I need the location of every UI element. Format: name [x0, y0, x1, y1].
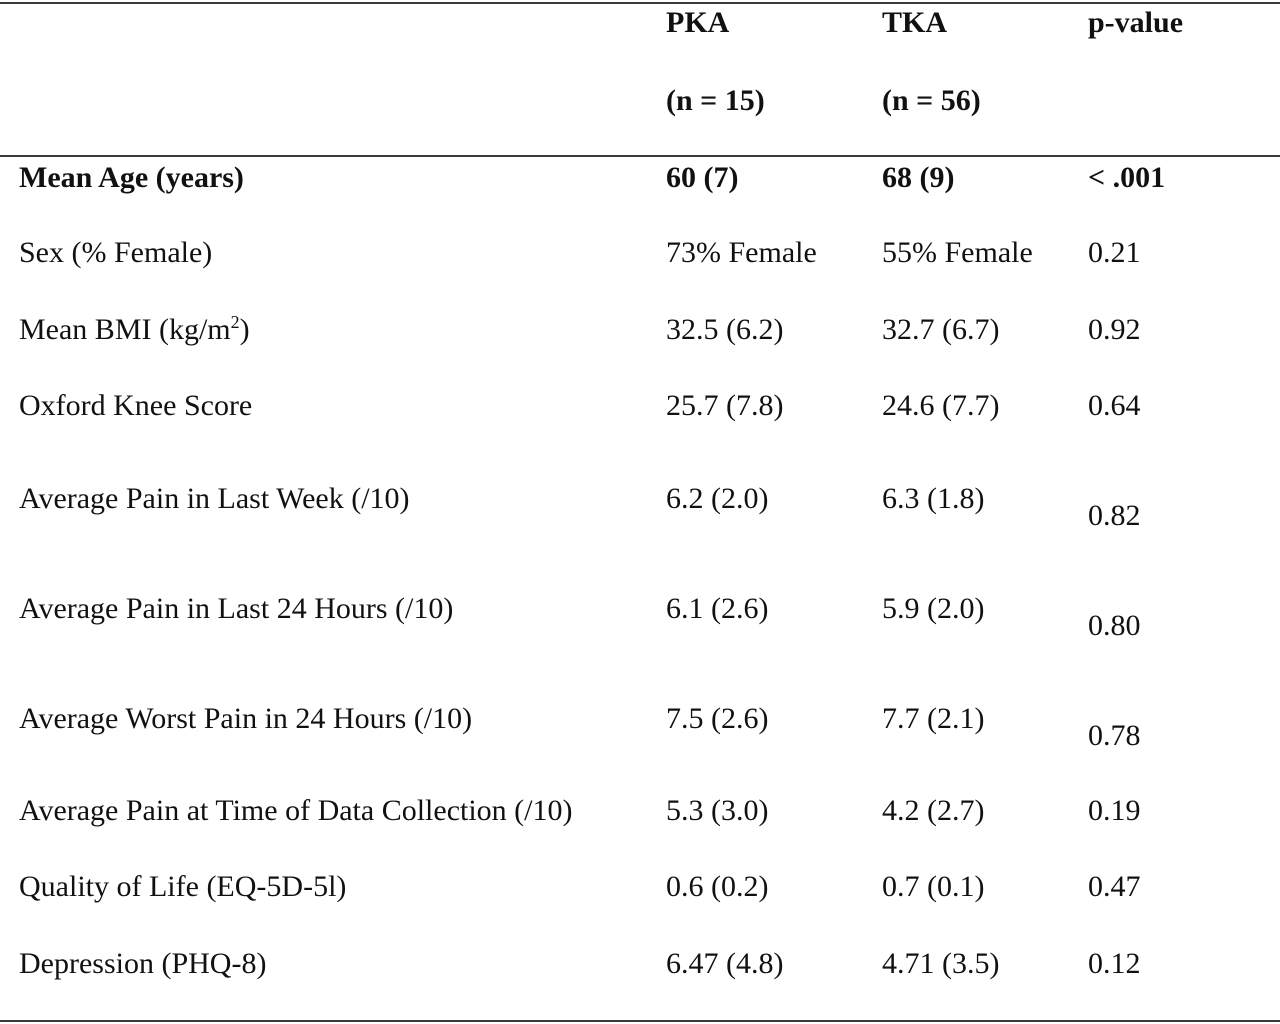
row-label: Mean BMI (kg/m2) [19, 312, 250, 346]
row-label: Average Pain in Last 24 Hours (/10) [19, 592, 454, 625]
row-label: Sex (% Female) [19, 236, 213, 269]
cell-p-value: 0.21 [1088, 236, 1141, 269]
cell-p-value: 0.19 [1088, 794, 1141, 827]
cell-pka: 5.3 (3.0) [666, 794, 769, 827]
cell-tka: 24.6 (7.7) [882, 389, 1000, 422]
column-n-tka: (n = 56) [882, 84, 981, 117]
cell-tka: 0.7 (0.1) [882, 870, 985, 903]
column-n-pka: (n = 15) [666, 84, 765, 117]
cell-tka: 6.3 (1.8) [882, 482, 985, 515]
cell-p-value: 0.82 [1088, 499, 1141, 532]
cell-p-value: 0.12 [1088, 947, 1141, 980]
cell-pka: 73% Female [666, 236, 817, 269]
row-label: Average Worst Pain in 24 Hours (/10) [19, 702, 473, 735]
row-label-text: Mean BMI (kg/m [19, 313, 231, 346]
cell-pka: 6.47 (4.8) [666, 947, 784, 980]
cell-tka: 32.7 (6.7) [882, 313, 1000, 346]
cell-pka: 32.5 (6.2) [666, 313, 784, 346]
cell-tka: 7.7 (2.1) [882, 702, 985, 735]
cell-p-value: 0.64 [1088, 389, 1141, 422]
row-label-text: ) [239, 313, 250, 346]
row-label: Oxford Knee Score [19, 389, 253, 422]
row-label-superscript: 2 [230, 312, 240, 333]
column-header-pka: PKA [666, 6, 730, 39]
cell-pka: 6.2 (2.0) [666, 482, 769, 515]
cell-tka: 55% Female [882, 236, 1033, 269]
row-label: Mean Age (years) [19, 161, 244, 194]
cell-pka: 60 (7) [666, 161, 739, 194]
cell-p-value: < .001 [1088, 161, 1166, 194]
cell-pka: 6.1 (2.6) [666, 592, 769, 625]
row-label: Average Pain in Last Week (/10) [19, 482, 410, 515]
cell-pka: 7.5 (2.6) [666, 702, 769, 735]
cell-pka: 25.7 (7.8) [666, 389, 784, 422]
column-header-tka: TKA [882, 6, 948, 39]
cell-p-value: 0.92 [1088, 313, 1141, 346]
row-label: Depression (PHQ-8) [19, 947, 267, 980]
row-label: Average Pain at Time of Data Collection … [19, 794, 573, 827]
cell-pka: 0.6 (0.2) [666, 870, 769, 903]
cell-tka: 4.2 (2.7) [882, 794, 985, 827]
table-bottom-rule [0, 1020, 1280, 1022]
cell-tka: 68 (9) [882, 161, 955, 194]
table-header-rule [0, 155, 1280, 157]
cell-p-value: 0.80 [1088, 609, 1141, 642]
cell-tka: 4.71 (3.5) [882, 947, 1000, 980]
cell-p-value: 0.78 [1088, 719, 1141, 752]
cell-p-value: 0.47 [1088, 870, 1141, 903]
cell-tka: 5.9 (2.0) [882, 592, 985, 625]
table-top-rule [0, 2, 1280, 4]
row-label: Quality of Life (EQ-5D-5l) [19, 870, 347, 903]
column-header-p-value: p-value [1088, 6, 1184, 39]
